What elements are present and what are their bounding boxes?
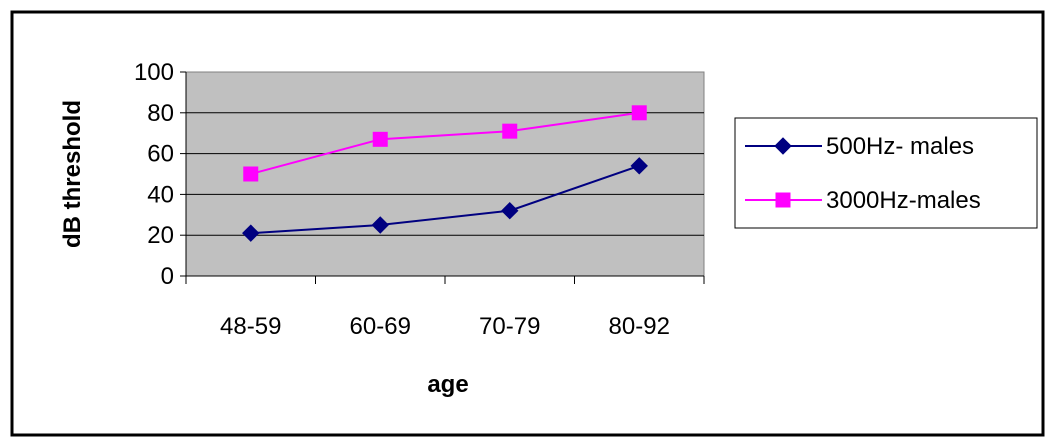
y-tick-label: 20: [147, 222, 174, 249]
y-tick-label: 0: [161, 263, 174, 290]
legend-label: 500Hz- males: [826, 133, 974, 160]
x-axis-title: age: [427, 371, 468, 398]
y-tick-label: 100: [134, 59, 174, 86]
legend: 500Hz- males 3000Hz-males: [734, 117, 1038, 229]
x-tick-label: 48-59: [220, 313, 281, 340]
gridlines: [186, 112, 704, 236]
legend-box: [734, 117, 1038, 229]
legend-label: 3000Hz-males: [826, 187, 981, 214]
y-tick-label: 60: [147, 141, 174, 168]
data-point: [502, 123, 518, 139]
data-point: [501, 202, 519, 220]
plot-area: [185, 71, 705, 277]
legend-marker: [774, 137, 792, 155]
legend-item-0: 500Hz- males: [745, 133, 974, 160]
series-line: [250, 111, 640, 175]
series: [242, 105, 648, 242]
y-tick-label: 80: [147, 100, 174, 127]
data-point: [631, 105, 647, 121]
data-point: [242, 224, 260, 242]
data-point: [243, 166, 259, 182]
x-tick-label: 70-79: [479, 313, 540, 340]
legend-item-1: 3000Hz-males: [745, 187, 981, 214]
data-point: [371, 216, 389, 234]
legend-marker: [775, 192, 791, 208]
series-1: [243, 105, 647, 182]
data-point: [630, 157, 648, 175]
series-line: [250, 164, 640, 235]
axes: 0 20 40 60 80 100 48-59 60-69 70-79 80-92: [134, 59, 705, 340]
x-tick-label: 60-69: [350, 313, 411, 340]
series-0: [242, 157, 648, 242]
x-tick-label: 80-92: [609, 313, 670, 340]
y-axis-title: dB threshold: [59, 100, 86, 248]
y-tick-label: 40: [147, 181, 174, 208]
data-point: [372, 131, 388, 147]
